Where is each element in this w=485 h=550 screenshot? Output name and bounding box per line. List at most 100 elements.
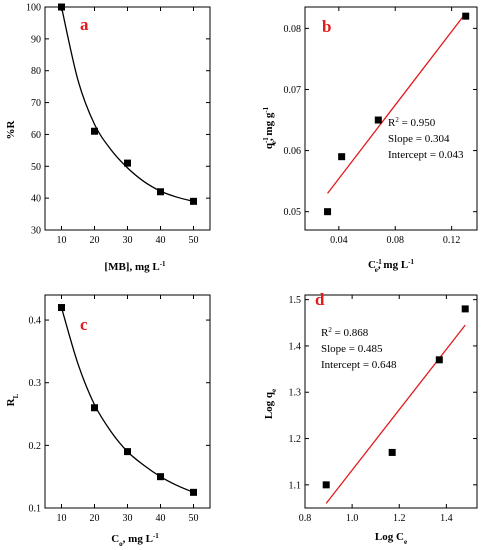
x-axis-title-rest-sup: -1 — [153, 532, 159, 540]
annotation-r2-value: = 0.950 — [399, 117, 436, 129]
data-point — [461, 305, 469, 313]
data-point — [338, 153, 346, 161]
y-tick-label: 90 — [31, 34, 41, 45]
panel-letter: b — [322, 17, 331, 36]
annotation-r2-value: = 0.868 — [332, 327, 369, 339]
x-tick-label: 1.0 — [346, 513, 359, 524]
x-tick-label: 10 — [57, 235, 67, 246]
fit-curve — [60, 307, 194, 493]
fit-line — [327, 12, 467, 194]
y-tick-label: 1.4 — [289, 341, 302, 352]
y-tick-label: 0.06 — [284, 146, 302, 157]
x-axis-title-sub: e — [375, 266, 378, 274]
y-tick-label: 1.2 — [289, 434, 302, 445]
y-tick-label: 0.05 — [284, 207, 302, 218]
data-point — [374, 116, 382, 124]
annotation-slope: Slope = 0.485 — [321, 343, 383, 355]
data-point — [388, 448, 396, 456]
x-axis-title: C-1 e, mg L-1 — [368, 258, 414, 274]
chart-panel-c: 10 20 30 40 50 0.1 0.2 0.3 0.4 c Co, mg L-1 RL — [5, 294, 211, 548]
y-tick-label: 60 — [31, 130, 41, 141]
y-tick-label: 80 — [31, 66, 41, 77]
y-tick-label: 1.5 — [289, 295, 302, 306]
data-point — [58, 3, 65, 11]
y-axis-title-main: R — [5, 397, 17, 406]
x-tick-label: 50 — [189, 513, 199, 524]
annotation-r2: R2 = 0.950 — [388, 116, 436, 129]
x-tick-label: 1.2 — [393, 513, 406, 524]
x-tick-label: 30 — [123, 513, 133, 524]
y-axis-title-sub: e — [270, 389, 278, 392]
x-tick-label: 20 — [90, 513, 100, 524]
annotation-slope: Slope = 0.304 — [388, 133, 450, 145]
y-axis-title-sub: L — [12, 393, 20, 398]
plot-frame — [304, 294, 478, 509]
y-tick-label: 0.08 — [284, 24, 302, 35]
y-tick-label: 0.07 — [284, 85, 302, 96]
y-axis-title: %R — [5, 119, 17, 139]
x-axis-title-main: [MB], mg L — [104, 261, 159, 273]
y-tick-label: 0.4 — [29, 316, 42, 327]
annotation-intercept: Intercept = 0.648 — [321, 359, 397, 371]
annotation-r2-label: R — [321, 327, 329, 339]
y-tick-label: 70 — [31, 98, 41, 109]
x-axis-title-sub: o — [119, 540, 123, 548]
x-axis-title-sub: e — [404, 538, 407, 546]
y-axis-title: Log qe — [263, 389, 278, 419]
y-tick-label: 1.1 — [289, 480, 302, 491]
x-axis-title-main: Log C — [375, 531, 404, 543]
x-axis-title-main: C — [111, 533, 119, 545]
y-axis-title-sub: e — [270, 141, 278, 144]
x-tick-label: 0.8 — [299, 513, 312, 524]
x-tick-label: 0.04 — [330, 235, 348, 246]
annotation-r2-sup: 2 — [328, 326, 332, 334]
x-tick-label: 1.4 — [440, 513, 453, 524]
plot-frame — [44, 6, 211, 231]
data-point — [190, 197, 197, 205]
data-point — [157, 473, 164, 481]
chart-panel-d: 0.8 1.0 1.2 1.4 1.1 1.2 1.3 1.4 1.5 d R2 = 0.868 Sl… — [263, 290, 478, 546]
y-tick-label: 100 — [26, 3, 41, 14]
y-axis-title-rest-sup: -1 — [262, 106, 270, 112]
data-point — [124, 448, 131, 456]
panel-letter: d — [315, 290, 325, 309]
data-point — [462, 12, 470, 20]
data-point — [124, 159, 131, 167]
plot-frame — [44, 294, 211, 509]
annotation-r2-sup: 2 — [395, 116, 399, 124]
x-axis-title: Log Ce — [375, 531, 407, 546]
x-tick-label: 0.08 — [386, 235, 404, 246]
y-axis-title-main: q — [263, 142, 275, 149]
data-point — [324, 208, 332, 216]
x-tick-label: 0.12 — [443, 235, 461, 246]
y-axis-title-main: %R — [5, 119, 17, 139]
data-point — [190, 488, 197, 496]
x-tick-label: 10 — [57, 513, 67, 524]
chart-panel-a: 10 20 30 40 50 30 40 50 60 70 80 90 100 a [MB], mg L-1… — [5, 3, 211, 273]
x-axis-title-sup: -1 — [160, 260, 166, 268]
fit-line — [325, 324, 466, 504]
data-point — [91, 404, 98, 412]
y-tick-label: 50 — [31, 162, 41, 173]
x-axis-title-main: C — [368, 259, 376, 271]
fit-curve — [60, 6, 194, 202]
annotation-r2: R2 = 0.868 — [321, 326, 369, 339]
y-axis-title-rest: , mg g — [263, 112, 275, 141]
x-axis-title: [MB], mg L-1 — [104, 260, 166, 273]
y-tick-label: 0.3 — [29, 378, 42, 389]
panel-letter: c — [80, 315, 88, 334]
y-tick-label: 0.1 — [29, 504, 42, 515]
x-axis-title-rest: , mg L — [378, 259, 408, 271]
plot-frame — [304, 6, 478, 231]
annotation-intercept: Intercept = 0.043 — [388, 149, 464, 161]
x-tick-label: 40 — [156, 513, 166, 524]
chart-panel-b: 0.04 0.08 0.12 0.05 0.06 0.07 0.08 b R2 = 0.950 S… — [262, 6, 478, 274]
y-tick-label: 1.3 — [289, 388, 302, 399]
x-axis-title-rest: , mg L — [123, 533, 153, 545]
x-tick-label: 50 — [189, 235, 199, 246]
data-point — [435, 356, 443, 364]
annotation-r2-label: R — [388, 117, 396, 129]
data-point — [322, 481, 330, 489]
y-tick-label: 40 — [31, 194, 41, 205]
